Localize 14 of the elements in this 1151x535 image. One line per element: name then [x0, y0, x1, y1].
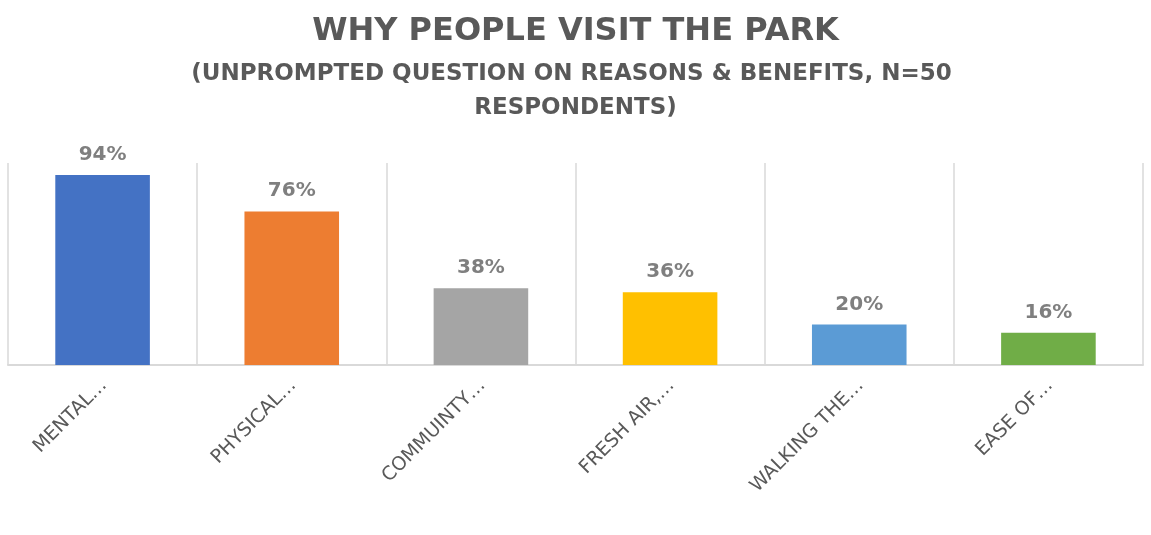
data-label: 20% [835, 290, 884, 315]
chart-title: WHY PEOPLE VISIT THE PARK [312, 10, 841, 48]
data-label: 76% [267, 177, 316, 202]
bar [244, 211, 340, 365]
bar [55, 175, 150, 365]
bar [622, 292, 718, 365]
data-label: 16% [1024, 298, 1073, 323]
bar [433, 288, 529, 365]
data-label: 94% [78, 141, 127, 166]
data-label: 38% [456, 254, 505, 279]
bar [811, 324, 907, 365]
data-label: 36% [646, 258, 695, 283]
chart-subtitle: (UNPROMPTED QUESTION ON REASONS & BENEFITS, N=50 RESPONDENTS) [191, 59, 960, 119]
bar [1001, 332, 1096, 365]
